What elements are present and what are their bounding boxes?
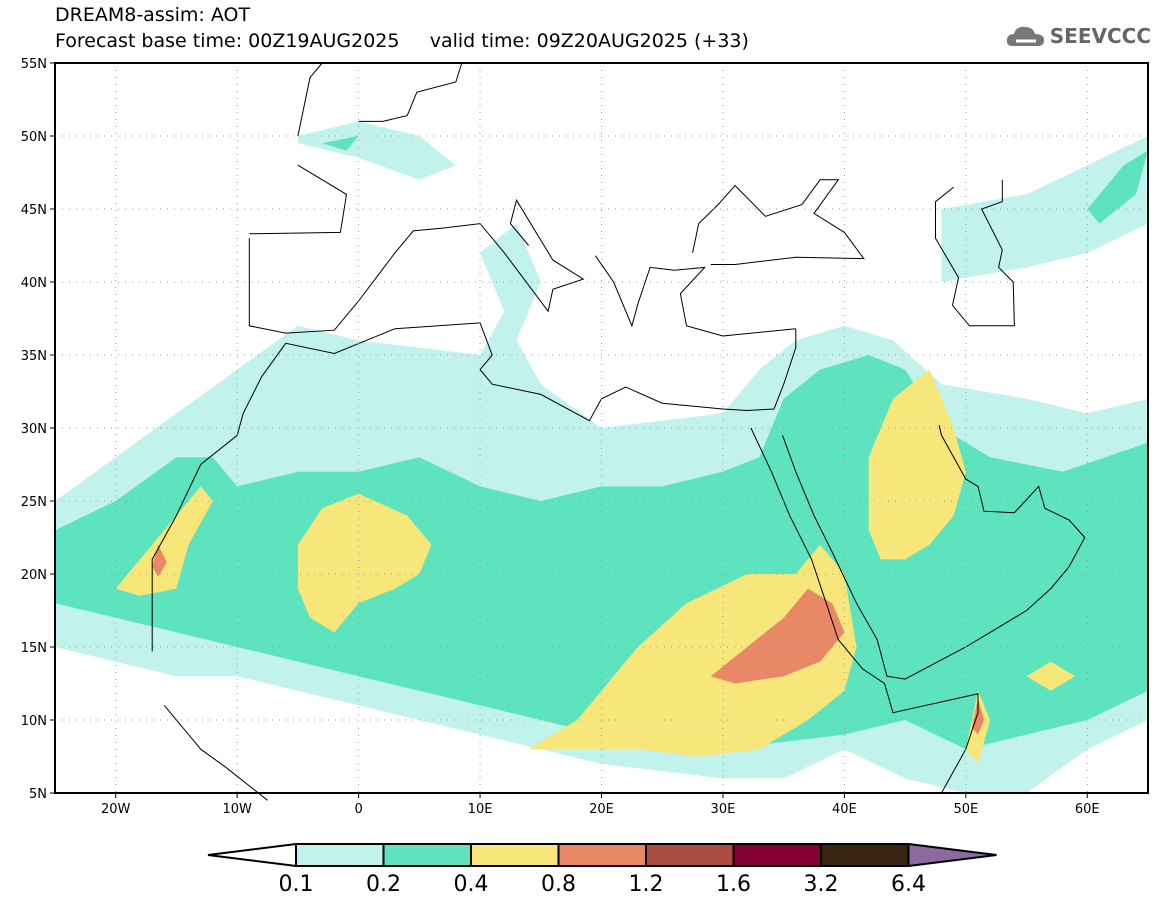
coastlines [151, 62, 1086, 801]
colorbar-label: 0.1 [279, 872, 314, 897]
colorbar-swatch [820, 843, 910, 867]
coastline-7 [935, 179, 1015, 327]
coastline-0 [151, 322, 797, 652]
coastline-1 [750, 427, 979, 794]
colorbar: 0.1 0.2 0.4 0.8 1.2 1.6 3.2 6.4 [207, 842, 997, 897]
cloud-icon [1006, 26, 1044, 46]
colorbar-swatch [557, 843, 647, 867]
lat-label: 15N [21, 641, 47, 656]
seevccc-logo: SEEVCCC [1006, 24, 1151, 48]
lat-label: 40N [21, 276, 47, 291]
colorbar-swatch [645, 843, 735, 867]
aot-contour-14 [971, 698, 984, 735]
lat-label: 55N [21, 57, 47, 72]
colorbar-label: 0.8 [541, 872, 576, 897]
time-info: Forecast base time: 00Z19AUG2025 valid t… [55, 30, 749, 52]
lat-label: 20N [21, 568, 47, 583]
colorbar-label: 0.2 [366, 872, 401, 897]
aot-contour-4 [1087, 150, 1148, 224]
lat-label: 5N [29, 787, 47, 802]
colorbar-under-arrow [207, 842, 297, 868]
aot-contour-12 [710, 588, 845, 684]
aot-contour-8 [528, 544, 857, 757]
lat-label: 45N [21, 203, 47, 218]
colorbar-swatch [470, 843, 560, 867]
lon-label: 10W [222, 802, 252, 817]
coastline-9 [358, 62, 463, 122]
lon-label: 40E [832, 802, 857, 817]
coastline-10 [297, 62, 323, 137]
gridlines [55, 63, 1148, 793]
aot-contour-6 [115, 486, 213, 596]
lat-label: 25N [21, 495, 47, 510]
lon-label: 0 [354, 802, 362, 817]
lat-label: 30N [21, 422, 47, 437]
lon-label: 10E [468, 802, 493, 817]
aot-contour-7 [297, 493, 432, 633]
colorbar-label: 1.6 [716, 872, 751, 897]
lon-label: 50E [953, 802, 978, 817]
base-time: Forecast base time: 00Z19AUG2025 [55, 30, 400, 52]
aot-contour-9 [868, 369, 966, 560]
colorbar-swatch [382, 843, 472, 867]
aot-contour-11 [1026, 661, 1076, 691]
coastline-6 [692, 179, 865, 265]
lon-label: 30E [711, 802, 736, 817]
coastline-2 [782, 424, 1086, 680]
aot-contour-13 [152, 544, 167, 577]
coastline-8 [163, 705, 268, 801]
chart-title: DREAM8-assim: AOT [55, 4, 251, 26]
colorbar-label: 1.2 [629, 872, 664, 897]
colorbar-swatch [732, 843, 822, 867]
valid-time: valid time: 09Z20AUG2025 (+33) [429, 30, 749, 52]
aot-contour-2 [941, 136, 1148, 282]
lat-label: 50N [21, 130, 47, 145]
coastline-4 [249, 164, 348, 235]
lat-label: 35N [21, 349, 47, 364]
aot-contour-1 [297, 121, 456, 180]
aot-contours [55, 121, 1148, 794]
lon-label: 60E [1075, 802, 1100, 817]
colorbar-over-arrow [907, 842, 997, 868]
lon-label: 20W [101, 802, 131, 817]
coastline-5 [594, 255, 796, 337]
colorbar-label: 6.4 [891, 872, 926, 897]
colorbar-label: 0.4 [454, 872, 489, 897]
lon-label: 20E [589, 802, 614, 817]
aot-contour-5 [322, 136, 359, 151]
logo-text: SEEVCCC [1049, 24, 1151, 48]
colorbar-swatch [295, 843, 385, 867]
coastline-3 [248, 198, 585, 334]
colorbar-label: 3.2 [804, 872, 839, 897]
axes: 55N 50N 45N 40N 35N 30N 25N 20N 15N 10N 5N 20W 10W 0 1… [21, 57, 1100, 817]
lat-label: 10N [21, 714, 47, 729]
